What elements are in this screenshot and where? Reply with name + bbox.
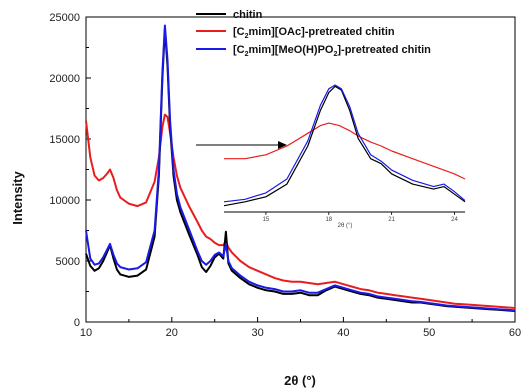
y-tick-label: 25000	[49, 12, 80, 24]
y-tick-label: 0	[74, 317, 80, 329]
series	[85, 24, 516, 312]
inset-x-tick-label: 24	[451, 217, 458, 223]
x-tick-label: 60	[509, 327, 521, 339]
zoom-arrow	[196, 141, 287, 149]
legend-label-phos: [C2mim][MeO(H)PO2]-pretreated chitin	[233, 44, 431, 58]
axes	[85, 16, 516, 323]
y-axis-title: Intensity	[10, 171, 25, 225]
legend-label-chitin: chitin	[233, 9, 263, 21]
x-tick-label: 50	[423, 327, 435, 339]
x-tick-label: 40	[337, 327, 349, 339]
inset-x-tick-label: 18	[325, 217, 332, 223]
legend: chitin [C2mim][OAc]-pretreated chitin [C…	[196, 9, 431, 58]
inset-x-axis-title: 2θ (°)	[338, 223, 353, 229]
x-axis-title: 2θ (°)	[284, 373, 316, 388]
legend-label-oac: [C2mim][OAc]-pretreated chitin	[233, 26, 395, 40]
series-line-chitin	[85, 28, 516, 312]
y-tick-label: 15000	[49, 134, 80, 146]
tick-labels: 10 20 30 40 50 60 0 5000 10000 15000 20000 25000	[49, 12, 521, 339]
inset-series-line-chitin	[223, 85, 466, 207]
series-line-phos	[85, 24, 516, 312]
inset-x-tick-label: 21	[388, 217, 395, 223]
inset-x-tick-label: 15	[263, 217, 270, 223]
inset-series-line-oac	[224, 122, 466, 180]
inset-zoom-plot: 15 18 21 24 2θ (°)	[223, 84, 466, 229]
y-tick-label: 20000	[49, 73, 80, 85]
x-tick-label: 20	[166, 327, 178, 339]
x-tick-label: 10	[80, 327, 92, 339]
plot-frame	[85, 16, 516, 323]
x-tick-label: 30	[251, 327, 263, 339]
y-tick-label: 5000	[56, 256, 80, 268]
inset-series-line-phos	[223, 84, 466, 203]
series-line-oac	[85, 113, 516, 309]
y-tick-label: 10000	[49, 195, 80, 207]
